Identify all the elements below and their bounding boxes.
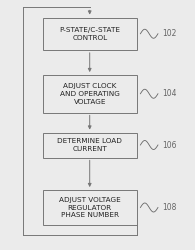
Text: 106: 106 — [162, 140, 176, 149]
FancyBboxPatch shape — [43, 132, 136, 158]
Text: ADJUST CLOCK
AND OPERATING
VOLTAGE: ADJUST CLOCK AND OPERATING VOLTAGE — [60, 83, 120, 104]
Text: 102: 102 — [162, 29, 176, 38]
Text: 108: 108 — [162, 203, 176, 212]
FancyBboxPatch shape — [43, 75, 136, 112]
FancyBboxPatch shape — [43, 18, 136, 50]
Text: DETERMINE LOAD
CURRENT: DETERMINE LOAD CURRENT — [57, 138, 122, 152]
FancyBboxPatch shape — [43, 190, 136, 225]
Text: 104: 104 — [162, 89, 176, 98]
Text: P-STATE/C-STATE
CONTROL: P-STATE/C-STATE CONTROL — [59, 27, 120, 40]
Text: ADJUST VOLTAGE
REGULATOR
PHASE NUMBER: ADJUST VOLTAGE REGULATOR PHASE NUMBER — [59, 197, 121, 218]
